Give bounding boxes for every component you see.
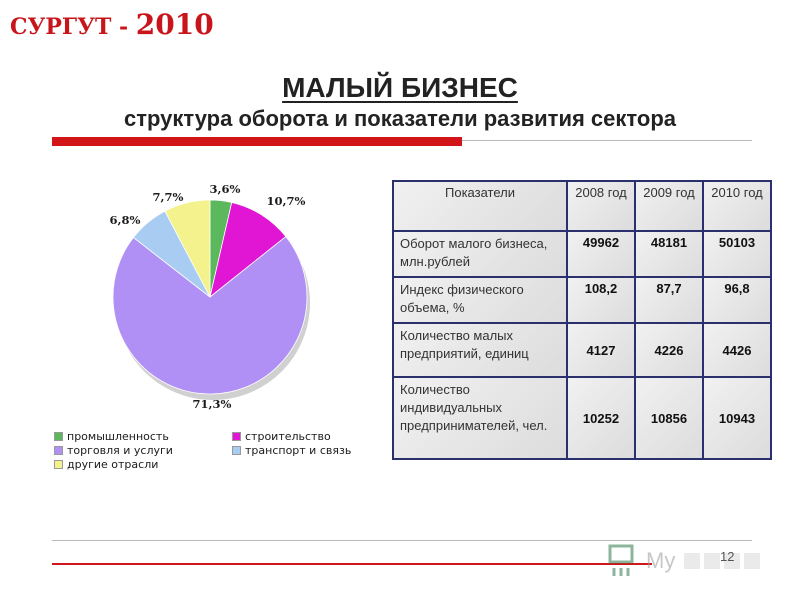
header-cell: Показатели [392, 180, 568, 232]
slice-label: 3,6% [210, 182, 241, 196]
table-row: Количество малых предприятий, единиц 412… [392, 322, 772, 378]
page-number: 12 [720, 549, 735, 564]
footer-divider [52, 540, 752, 541]
pie-chart: 3,6% 10,7% 71,3% 6,8% 7,7% [50, 175, 370, 475]
slice-label: 10,7% [267, 194, 306, 208]
table-header-row: Показатели 2008 год 2009 год 2010 год [392, 180, 772, 232]
legend-item: транспорт и связь [232, 443, 351, 457]
pie-slice [112, 235, 308, 395]
legend-swatch [232, 445, 241, 455]
legend-swatch [54, 431, 63, 441]
pie-svg: 3,6% 10,7% 71,3% 6,8% 7,7% [110, 182, 310, 411]
legend-item: строительство [232, 429, 331, 443]
watermark-logo-icon: My [608, 544, 760, 576]
svg-text:My: My [646, 548, 675, 573]
slice-label: 6,8% [110, 213, 141, 227]
cell-value: 87,7 [634, 276, 704, 324]
legend-label: строительство [245, 429, 331, 443]
cell-value: 49962 [566, 230, 636, 278]
row-label: Количество индивидуальных предпринимател… [392, 376, 568, 460]
year: 2010 [135, 8, 214, 41]
slice-label: 71,3% [193, 397, 232, 411]
page-subtitle: структура оборота и показатели развития … [123, 106, 676, 131]
cell-value: 10252 [566, 376, 636, 460]
legend-item: другие отрасли [54, 457, 158, 471]
cell-value: 4127 [566, 322, 636, 378]
header-cell: 2008 год [566, 180, 636, 232]
row-label: Индекс физического объема, % [392, 276, 568, 324]
legend-swatch [54, 459, 63, 469]
row-label: Количество малых предприятий, единиц [392, 322, 568, 378]
legend-item: промышленность [54, 429, 169, 443]
city-name: СУРГУТ - [10, 14, 136, 40]
red-accent-bar [52, 137, 462, 146]
legend-item: торговля и услуги [54, 443, 173, 457]
header-cell: 2010 год [702, 180, 772, 232]
city-year-title: СУРГУТ - 2010 [10, 8, 214, 41]
row-label: Оборот малого бизнеса, млн.рублей [392, 230, 568, 278]
slice-label: 7,7% [153, 190, 184, 204]
divider-line [462, 140, 752, 141]
table-row: Индекс физического объема, % 108,2 87,7 … [392, 276, 772, 324]
footer-red-line [52, 563, 652, 565]
cell-value: 4426 [702, 322, 772, 378]
legend-label: промышленность [67, 429, 169, 443]
legend-label: транспорт и связь [245, 443, 352, 457]
cell-value: 50103 [702, 230, 772, 278]
table-row: Оборот малого бизнеса, млн.рублей 49962 … [392, 230, 772, 278]
cell-value: 48181 [634, 230, 704, 278]
legend-label: другие отрасли [67, 457, 159, 471]
cell-value: 10856 [634, 376, 704, 460]
cell-value: 96,8 [702, 276, 772, 324]
table-row: Количество индивидуальных предпринимател… [392, 376, 772, 460]
cell-value: 10943 [702, 376, 772, 460]
legend-swatch [232, 431, 241, 441]
page-title: МАЛЫЙ БИЗНЕС [282, 72, 518, 103]
indicators-table: Показатели 2008 год 2009 год 2010 год Об… [392, 180, 772, 460]
legend-swatch [54, 445, 63, 455]
header-cell: 2009 год [634, 180, 704, 232]
legend-label: торговля и услуги [67, 443, 173, 457]
cell-value: 108,2 [566, 276, 636, 324]
pie-slice [164, 199, 211, 298]
cell-value: 4226 [634, 322, 704, 378]
